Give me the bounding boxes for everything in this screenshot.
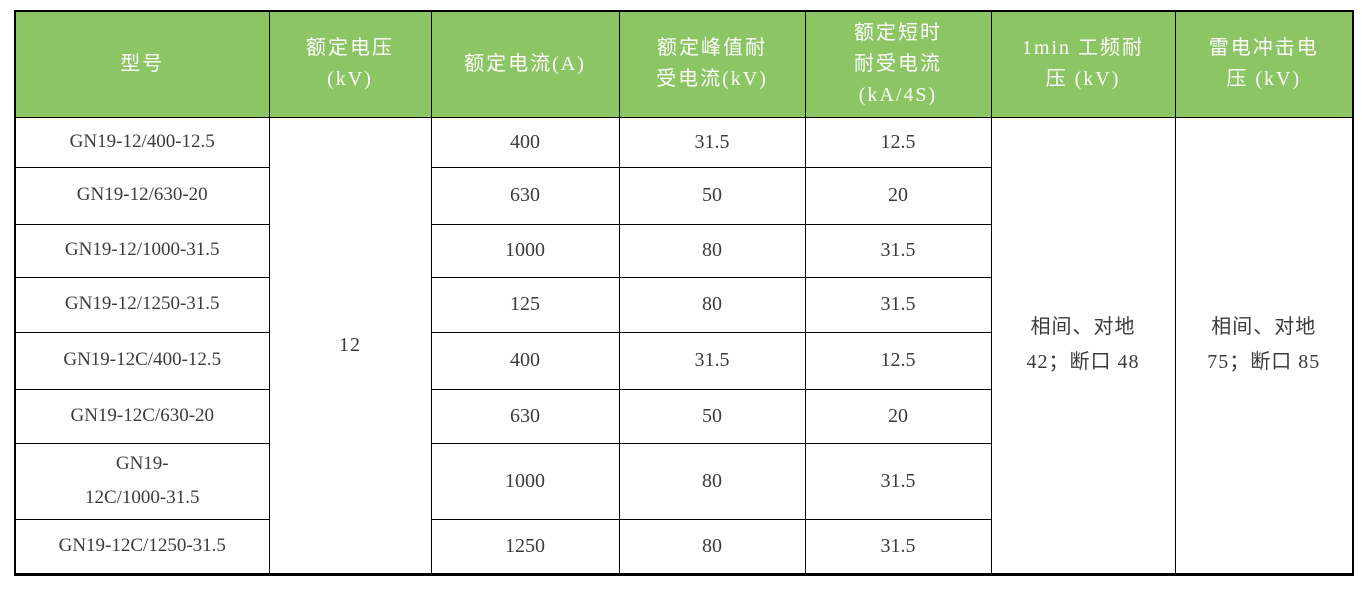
table-row: GN19-12C/1250-31.5 1250 80 31.5 (14, 518, 1353, 575)
cell-short-time-current: 31.5 (804, 276, 992, 333)
table-row: GN19-12C/630-20 630 50 20 (14, 388, 1353, 444)
header-peak-withstand-current: 额定峰值耐 受电流(kV) (618, 10, 806, 118)
cell-rated-voltage-merged: 12 (268, 116, 432, 575)
table-row: GN19-12/1000-31.5 1000 80 31.5 (14, 223, 1353, 278)
cell-model: GN19-12C/400-12.5 (14, 331, 270, 390)
cell-model: GN19-12/1000-31.5 (14, 223, 270, 278)
cell-peak-current: 80 (618, 223, 806, 278)
cell-peak-current: 50 (618, 388, 806, 444)
table-row: GN19-12C/400-12.5 400 31.5 12.5 (14, 331, 1353, 390)
cell-rated-current: 125 (430, 276, 620, 333)
cell-lightning-impulse-merged: 相间、对地 75；断口 85 (1174, 116, 1354, 575)
switch-spec-table: 型号 额定电压 (kV) 额定电流(A) 额定峰值耐 受电流(kV) 额定短时 … (14, 10, 1354, 576)
cell-model: GN19-12/630-20 (14, 166, 270, 225)
cell-rated-current: 1250 (430, 518, 620, 575)
header-model: 型号 (14, 10, 270, 118)
table-row: GN19-12/630-20 630 50 20 (14, 166, 1353, 225)
header-row: 型号 额定电压 (kV) 额定电流(A) 额定峰值耐 受电流(kV) 额定短时 … (14, 10, 1354, 118)
cell-peak-current: 50 (618, 166, 806, 225)
table-row: GN19-12/400-12.5 12 400 31.5 12.5 相间、对地 … (14, 116, 1354, 575)
table-row: GN19-12/1250-31.5 125 80 31.5 (14, 276, 1353, 333)
cell-short-time-current: 31.5 (804, 518, 992, 575)
cell-rated-current: 1000 (430, 223, 620, 278)
cell-rated-current: 630 (430, 166, 620, 225)
spec-table-container: 型号 额定电压 (kV) 额定电流(A) 额定峰值耐 受电流(kV) 额定短时 … (14, 10, 1354, 576)
cell-short-time-current: 20 (804, 166, 992, 225)
header-rated-current: 额定电流(A) (430, 10, 620, 118)
cell-short-time-current: 12.5 (804, 116, 992, 168)
cell-model: GN19-12/1250-31.5 (14, 276, 270, 333)
cell-rated-current: 400 (430, 116, 620, 168)
cell-short-time-current: 20 (804, 388, 992, 444)
cell-rated-current: 1000 (430, 442, 620, 520)
cell-power-freq-merged: 相间、对地 42；断口 48 (990, 116, 1176, 575)
table-row: GN19- 12C/1000-31.5 1000 80 31.5 (14, 442, 1353, 520)
cell-model: GN19- 12C/1000-31.5 (14, 442, 270, 520)
cell-peak-current: 31.5 (618, 331, 806, 390)
cell-model: GN19-12/400-12.5 (14, 116, 270, 168)
cell-model: GN19-12C/630-20 (14, 388, 270, 444)
header-short-time-withstand-current: 额定短时 耐受电流 (kA/4S) (804, 10, 992, 118)
header-rated-voltage: 额定电压 (kV) (268, 10, 432, 118)
cell-peak-current: 80 (618, 442, 806, 520)
cell-model: GN19-12C/1250-31.5 (14, 518, 270, 575)
header-power-freq-withstand-voltage: 1min 工频耐 压 (kV) (990, 10, 1176, 118)
cell-short-time-current: 31.5 (804, 223, 992, 278)
cell-peak-current: 80 (618, 518, 806, 575)
header-lightning-impulse-voltage: 雷电冲击电 压 (kV) (1174, 10, 1354, 118)
cell-rated-current: 630 (430, 388, 620, 444)
cell-peak-current: 31.5 (618, 116, 806, 168)
cell-rated-current: 400 (430, 331, 620, 390)
cell-short-time-current: 31.5 (804, 442, 992, 520)
cell-peak-current: 80 (618, 276, 806, 333)
cell-short-time-current: 12.5 (804, 331, 992, 390)
